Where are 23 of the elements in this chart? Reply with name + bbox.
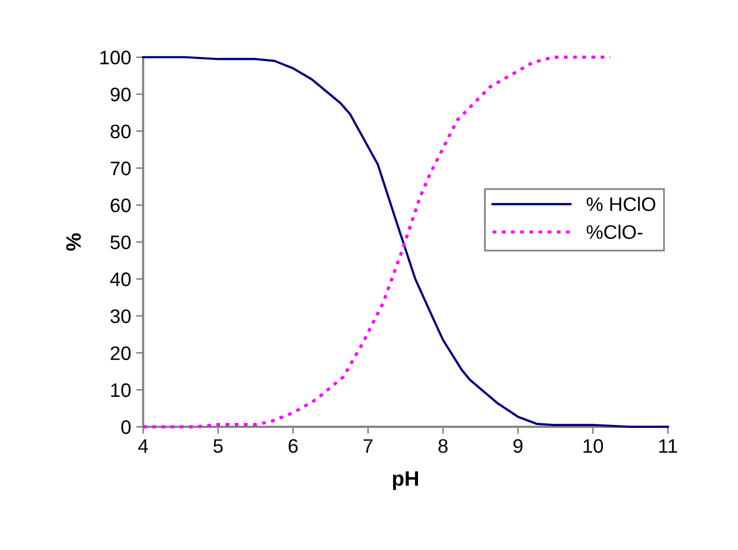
x-tick-label: 10 [584, 439, 603, 453]
y-tick-label: 100 [100, 50, 131, 64]
y-tick-label: 60 [110, 198, 131, 212]
y-axis-title: % [66, 233, 81, 251]
legend-label: % HClO [586, 196, 656, 212]
y-tick-label: 40 [110, 272, 131, 286]
y-tick-label: 70 [110, 162, 131, 176]
y-tick-label: 0 [121, 420, 131, 434]
x-tick-label: 7 [364, 439, 372, 453]
x-tick-label: 6 [288, 439, 298, 453]
legend-label: %ClO- [586, 224, 642, 239]
y-tick-label: 30 [110, 309, 131, 324]
y-tick-label: 50 [110, 235, 131, 250]
y-tick-label: 80 [110, 124, 131, 138]
y-tick-label: 90 [110, 88, 131, 102]
x-tick-label: 5 [214, 439, 223, 453]
x-tick-label: 9 [513, 439, 522, 453]
x-tick-label: 11 [659, 439, 678, 453]
x-tick-label: 8 [438, 439, 448, 453]
y-tick-label: 20 [110, 346, 131, 360]
y-tick-label: 10 [111, 383, 131, 398]
x-axis-title: pH [393, 471, 418, 490]
x-tick-label: 4 [138, 439, 148, 453]
